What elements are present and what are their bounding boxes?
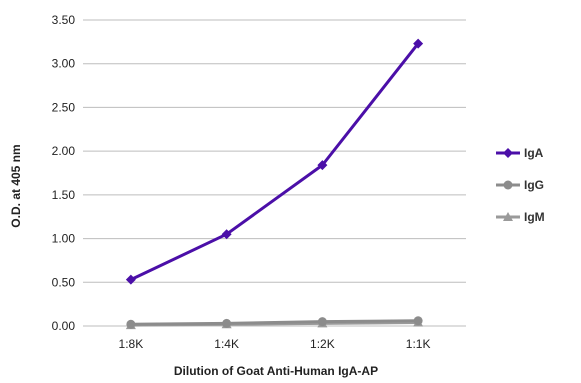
data-point	[222, 318, 232, 328]
data-point	[125, 274, 136, 285]
series-line	[130, 42, 420, 282]
data-point	[221, 229, 232, 240]
y-tick-label: 2.50	[52, 100, 76, 114]
data-point	[317, 160, 328, 171]
data-point	[503, 148, 513, 158]
legend-item-igm: IgM	[496, 210, 545, 224]
legend-label: IgG	[524, 178, 544, 192]
x-axis-ticks: 1:8K 1:4K 1:2K 1:1K	[119, 337, 431, 351]
y-tick-label: 1.50	[52, 188, 76, 202]
data-point	[126, 319, 136, 329]
x-tick-label: 1:1K	[406, 337, 431, 351]
y-tick-label: 0.00	[52, 319, 76, 333]
data-point	[503, 212, 513, 221]
legend-label: IgM	[524, 210, 545, 224]
y-axis-ticks: 0.00 0.50 1.00 1.50 2.00 2.50 3.00 3.50	[52, 13, 76, 333]
y-tick-label: 3.00	[52, 57, 76, 71]
y-tick-label: 3.50	[52, 13, 76, 27]
series-igg	[126, 316, 423, 329]
gridlines	[83, 19, 466, 327]
y-tick-label: 0.50	[52, 275, 76, 289]
y-axis-title: O.D. at 405 nm	[9, 144, 23, 227]
x-tick-label: 1:8K	[119, 337, 144, 351]
data-point	[503, 180, 513, 190]
legend: IgA IgG IgM	[496, 146, 545, 224]
legend-item-iga: IgA	[496, 146, 544, 160]
series-line	[130, 319, 419, 326]
data-series	[125, 38, 424, 330]
y-tick-label: 2.00	[52, 144, 76, 158]
x-axis-title: Dilution of Goat Anti-Human IgA-AP	[174, 364, 378, 378]
legend-item-igg: IgG	[496, 178, 544, 192]
series-iga	[125, 38, 424, 285]
data-point	[317, 317, 327, 327]
legend-label: IgA	[524, 146, 544, 160]
data-point	[413, 316, 423, 326]
y-tick-label: 1.00	[52, 232, 76, 246]
x-tick-label: 1:2K	[310, 337, 335, 351]
data-point	[413, 38, 424, 49]
x-tick-label: 1:4K	[214, 337, 239, 351]
